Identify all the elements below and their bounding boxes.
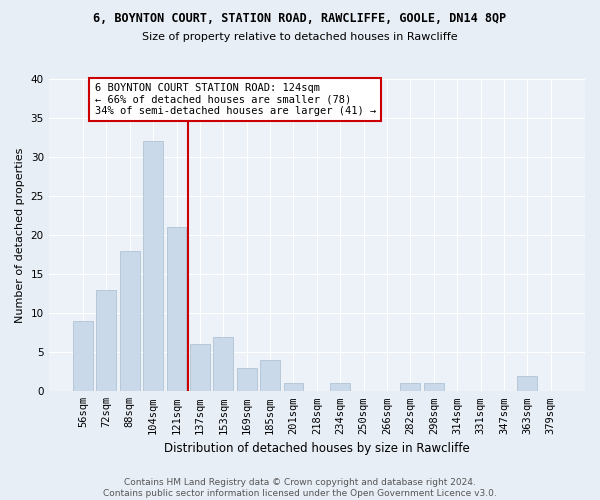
Bar xyxy=(284,384,304,392)
Bar xyxy=(517,376,537,392)
Bar xyxy=(237,368,257,392)
Text: Size of property relative to detached houses in Rawcliffe: Size of property relative to detached ho… xyxy=(142,32,458,42)
Bar xyxy=(167,228,187,392)
Bar xyxy=(260,360,280,392)
Bar xyxy=(73,321,93,392)
Bar xyxy=(97,290,116,392)
Bar xyxy=(400,384,421,392)
Bar xyxy=(424,384,443,392)
Bar xyxy=(190,344,210,392)
X-axis label: Distribution of detached houses by size in Rawcliffe: Distribution of detached houses by size … xyxy=(164,442,470,455)
Bar xyxy=(120,251,140,392)
Y-axis label: Number of detached properties: Number of detached properties xyxy=(15,148,25,323)
Text: Contains HM Land Registry data © Crown copyright and database right 2024.
Contai: Contains HM Land Registry data © Crown c… xyxy=(103,478,497,498)
Bar xyxy=(214,336,233,392)
Text: 6 BOYNTON COURT STATION ROAD: 124sqm
← 66% of detached houses are smaller (78)
3: 6 BOYNTON COURT STATION ROAD: 124sqm ← 6… xyxy=(95,83,376,116)
Text: 6, BOYNTON COURT, STATION ROAD, RAWCLIFFE, GOOLE, DN14 8QP: 6, BOYNTON COURT, STATION ROAD, RAWCLIFF… xyxy=(94,12,506,26)
Bar xyxy=(330,384,350,392)
Bar xyxy=(143,142,163,392)
